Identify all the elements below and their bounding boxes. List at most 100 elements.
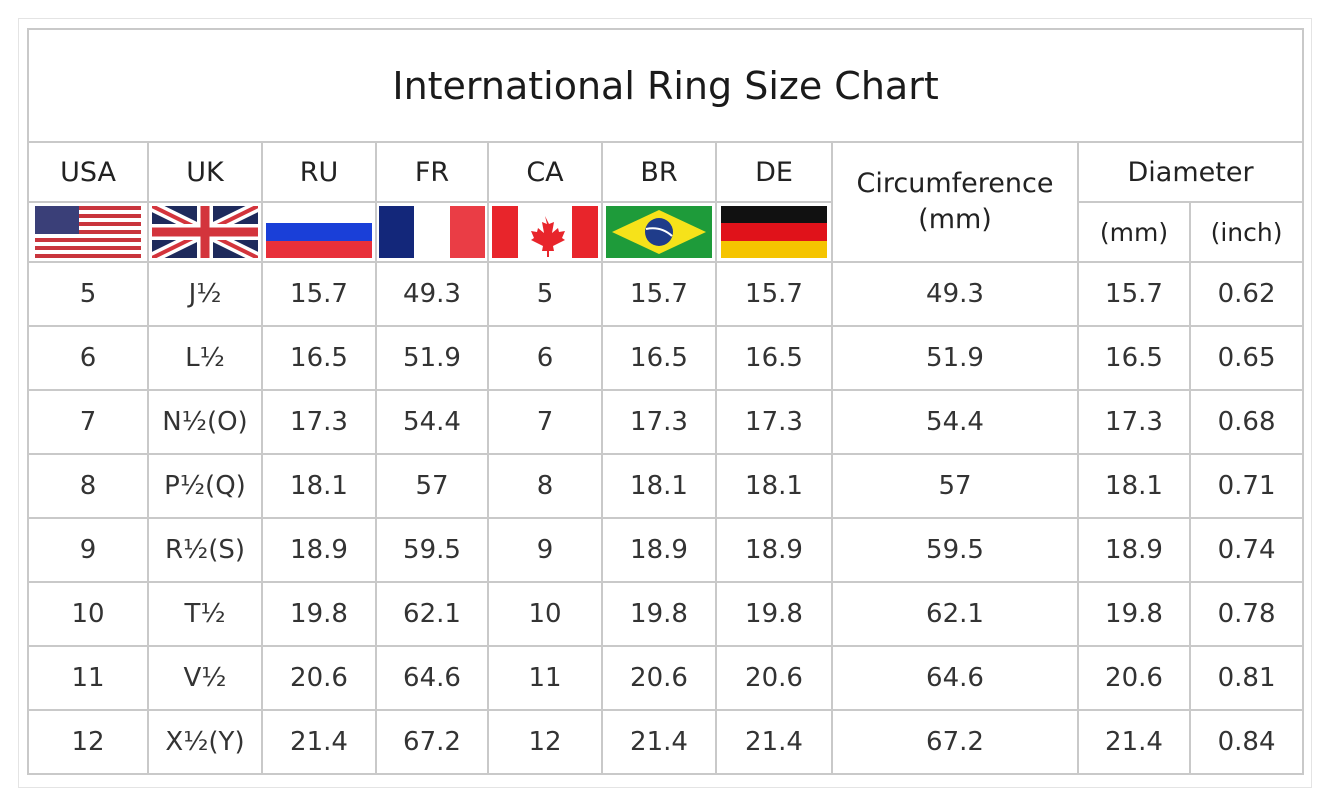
- table-cell: 67.2: [831, 709, 1079, 775]
- table-cell: 64.6: [375, 645, 489, 711]
- header-circumference: Circumference (mm): [831, 141, 1079, 263]
- table-cell: 16.5: [601, 325, 717, 391]
- header-de: DE: [715, 141, 833, 203]
- table-cell: 15.7: [715, 261, 833, 327]
- table-cell: 57: [375, 453, 489, 519]
- table-cell: 54.4: [375, 389, 489, 455]
- table-cell: 49.3: [375, 261, 489, 327]
- table-cell: R½(S): [147, 517, 263, 583]
- header-ca: CA: [487, 141, 603, 203]
- table-cell: 54.4: [831, 389, 1079, 455]
- table-cell: 6: [487, 325, 603, 391]
- table-cell: 20.6: [715, 645, 833, 711]
- table-cell: 18.9: [261, 517, 377, 583]
- header-ru: RU: [261, 141, 377, 203]
- usa-flag-icon: [35, 206, 141, 258]
- header-diameter: Diameter: [1076, 141, 1305, 203]
- table-cell: 0.78: [1188, 581, 1305, 647]
- uk-flag-cell: [147, 201, 263, 263]
- table-cell: 67.2: [375, 709, 489, 775]
- table-cell: 51.9: [375, 325, 489, 391]
- table-cell: 62.1: [831, 581, 1079, 647]
- table-cell: 57: [831, 453, 1079, 519]
- table-cell: 7: [487, 389, 603, 455]
- table-cell: 0.62: [1188, 261, 1305, 327]
- russia-flag-cell: [261, 201, 377, 263]
- table-cell: 12: [487, 709, 603, 775]
- usa-flag-cell: [27, 201, 149, 263]
- table-cell: V½: [147, 645, 263, 711]
- table-cell: 9: [27, 517, 149, 583]
- table-cell: 11: [27, 645, 149, 711]
- table-cell: 0.74: [1188, 517, 1305, 583]
- header-br: BR: [601, 141, 717, 203]
- brazil-flag-icon: [606, 206, 712, 258]
- table-cell: 0.84: [1188, 709, 1305, 775]
- table-row: 10 T½ 19.8 62.1 10 19.8 19.8 62.1 19.8 0.78: [27, 581, 1305, 647]
- table-cell: 0.81: [1188, 645, 1305, 711]
- table-cell: 7: [27, 389, 149, 455]
- table-cell: 20.6: [1077, 645, 1191, 711]
- ring-size-table: International Ring Size Chart USA UK RU …: [26, 28, 1305, 775]
- table-cell: 49.3: [831, 261, 1079, 327]
- table-cell: 8: [27, 453, 149, 519]
- diameter-inch-header: (inch): [1188, 201, 1305, 263]
- table-cell: 17.3: [261, 389, 377, 455]
- table-cell: L½: [147, 325, 263, 391]
- table-cell: 5: [27, 261, 149, 327]
- france-flag-cell: [375, 201, 489, 263]
- table-cell: 15.7: [261, 261, 377, 327]
- table-cell: 9: [487, 517, 603, 583]
- table-cell: 20.6: [601, 645, 717, 711]
- table-cell: 11: [487, 645, 603, 711]
- table-cell: 20.6: [261, 645, 377, 711]
- table-cell: 64.6: [831, 645, 1079, 711]
- header-uk: UK: [147, 141, 263, 203]
- canada-flag-cell: [487, 201, 603, 263]
- table-cell: 18.9: [601, 517, 717, 583]
- table-cell: 59.5: [375, 517, 489, 583]
- table-cell: J½: [147, 261, 263, 327]
- table-row: 9 R½(S) 18.9 59.5 9 18.9 18.9 59.5 18.9 0.74: [27, 517, 1305, 583]
- table-cell: 18.9: [715, 517, 833, 583]
- table-cell: 17.3: [715, 389, 833, 455]
- uk-flag-icon: [152, 206, 258, 258]
- table-cell: 12: [27, 709, 149, 775]
- table-cell: 16.5: [1077, 325, 1191, 391]
- table-row: 5 J½ 15.7 49.3 5 15.7 15.7 49.3 15.7 0.62: [27, 261, 1305, 327]
- table-cell: 5: [487, 261, 603, 327]
- table-cell: T½: [147, 581, 263, 647]
- table-cell: 51.9: [831, 325, 1079, 391]
- table-cell: 17.3: [601, 389, 717, 455]
- table-row: 6 L½ 16.5 51.9 6 16.5 16.5 51.9 16.5 0.65: [27, 325, 1305, 391]
- table-cell: 19.8: [715, 581, 833, 647]
- table-row: 7 N½(O) 17.3 54.4 7 17.3 17.3 54.4 17.3 0.68: [27, 389, 1305, 455]
- brazil-flag-cell: [601, 201, 717, 263]
- table-cell: 19.8: [1077, 581, 1191, 647]
- table-cell: 19.8: [261, 581, 377, 647]
- table-cell: 19.8: [601, 581, 717, 647]
- header-usa: USA: [27, 141, 149, 203]
- table-cell: 18.1: [1077, 453, 1191, 519]
- diameter-mm-header: (mm): [1077, 201, 1191, 263]
- circumference-label: Circumference: [856, 168, 1054, 199]
- table-cell: 0.65: [1188, 325, 1305, 391]
- table-cell: 0.68: [1188, 389, 1305, 455]
- germany-flag-cell: [715, 201, 833, 263]
- circumference-unit: (mm): [918, 204, 992, 235]
- table-cell: 21.4: [1077, 709, 1191, 775]
- table-cell: 62.1: [375, 581, 489, 647]
- table-cell: 16.5: [261, 325, 377, 391]
- table-cell: 15.7: [1077, 261, 1191, 327]
- header-fr: FR: [375, 141, 489, 203]
- table-cell: 59.5: [831, 517, 1079, 583]
- germany-flag-icon: [721, 206, 827, 258]
- table-cell: 18.1: [261, 453, 377, 519]
- table-cell: 17.3: [1077, 389, 1191, 455]
- table-cell: N½(O): [147, 389, 263, 455]
- table-cell: 21.4: [261, 709, 377, 775]
- canada-flag-icon: [492, 206, 598, 258]
- table-cell: X½(Y): [147, 709, 263, 775]
- table-cell: 6: [27, 325, 149, 391]
- russia-flag-icon: [266, 206, 372, 258]
